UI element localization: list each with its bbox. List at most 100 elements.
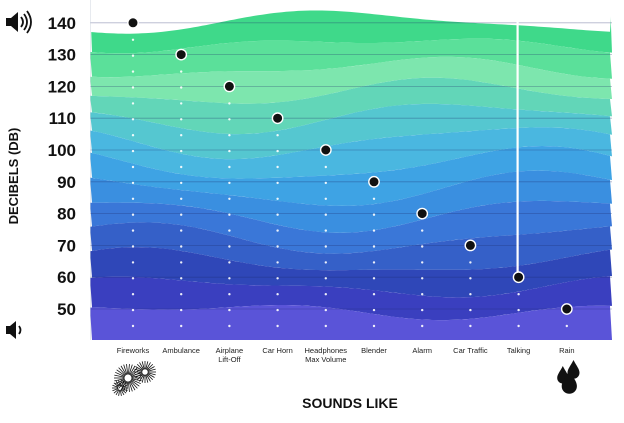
column-dot	[228, 324, 231, 328]
column-dot	[180, 308, 183, 312]
column-dot	[276, 293, 279, 296]
column-dot	[324, 308, 327, 312]
fireworks-ray	[113, 388, 119, 394]
fireworks-ray	[135, 366, 143, 371]
column-dot	[421, 245, 424, 248]
column-dot	[180, 197, 183, 200]
fireworks-ray	[115, 371, 125, 377]
fireworks-ray	[121, 388, 127, 394]
y-tick-label: 70	[57, 236, 76, 255]
column-dot	[131, 102, 135, 105]
column-dot	[131, 86, 135, 89]
fireworks-ray	[120, 380, 127, 391]
column-dot	[372, 197, 376, 200]
fireworks-ray	[118, 367, 126, 376]
column-dot	[180, 134, 183, 137]
column-dot	[180, 245, 183, 248]
data-point	[127, 16, 139, 29]
wave-band	[90, 276, 612, 321]
column-dot	[324, 181, 327, 185]
fireworks-ray	[118, 380, 121, 387]
column-dot	[469, 308, 472, 312]
fireworks-ray	[145, 361, 149, 370]
fireworks-ray	[135, 373, 143, 378]
column-dot	[565, 324, 568, 328]
column-dot	[228, 197, 231, 200]
column-dot	[228, 165, 231, 169]
fireworks-ray	[127, 381, 130, 392]
column-dot	[131, 118, 135, 121]
fireworks-ray	[136, 373, 144, 381]
x-category-label: Rain	[559, 346, 574, 355]
wave-band	[90, 103, 612, 160]
column-dot	[421, 229, 424, 232]
column-dot	[372, 324, 376, 328]
column-dot	[276, 277, 279, 280]
fireworks-ray	[121, 384, 128, 388]
column-dot	[131, 70, 135, 73]
wave-band	[90, 146, 612, 206]
fireworks-ray	[136, 363, 144, 371]
column-dot	[276, 134, 279, 137]
data-point	[416, 207, 429, 220]
fireworks-ray	[121, 388, 128, 392]
speaker-quiet-icon	[6, 321, 22, 339]
x-category-label: Ambulance	[162, 346, 200, 355]
y-axis-label: DECIBELS (DB)	[6, 128, 21, 225]
fireworks-ray	[131, 374, 142, 378]
wave-band	[90, 56, 612, 104]
fireworks-ray	[113, 382, 119, 388]
y-tick-label: 60	[57, 268, 76, 287]
fireworks-ray	[147, 372, 156, 376]
column-dot	[324, 293, 327, 296]
column-dot	[469, 324, 472, 328]
fireworks-ray	[130, 367, 138, 376]
column-dot	[324, 229, 327, 232]
column-dot	[421, 308, 424, 312]
fireworks-ray	[146, 362, 151, 370]
fireworks-ray	[115, 380, 120, 387]
category-dot-columns	[131, 38, 568, 328]
wave-band	[90, 305, 612, 340]
fireworks-ray	[146, 373, 154, 381]
y-axis-ticks: 50 60 70 80 90 100 110 120 130 140	[48, 14, 76, 319]
column-dot	[228, 102, 231, 105]
fireworks-ray	[120, 380, 125, 387]
y-tick-label: 140	[48, 14, 76, 33]
fireworks-ray	[118, 389, 121, 396]
column-dot	[228, 149, 231, 153]
column-dot	[421, 324, 424, 328]
column-dot	[517, 308, 520, 312]
fireworks-ray	[114, 378, 125, 382]
fireworks-ray	[114, 374, 125, 378]
x-category-label: Talking	[507, 346, 530, 355]
data-point	[223, 80, 236, 93]
wave-band	[90, 38, 612, 79]
fireworks-ray	[121, 382, 127, 388]
column-dot	[228, 245, 231, 248]
column-dot	[469, 261, 472, 264]
column-dot	[276, 229, 279, 232]
fireworks-ray	[139, 362, 144, 370]
wave-bands	[90, 0, 612, 340]
fireworks-ray	[119, 380, 122, 387]
fireworks-ray	[141, 374, 145, 383]
column-dot	[131, 324, 135, 328]
fireworks-ray	[119, 389, 122, 396]
x-category-label: Car Traffic	[453, 346, 488, 355]
column-dot	[276, 324, 279, 328]
data-point	[368, 175, 380, 188]
fireworks-ray	[147, 366, 155, 371]
fireworks-ray	[128, 381, 133, 392]
column-dot	[180, 277, 183, 280]
column-dot	[131, 229, 135, 232]
fireworks-ray	[146, 363, 154, 371]
column-dot	[228, 308, 231, 312]
fireworks-ray	[115, 389, 120, 396]
wave-top-background	[90, 0, 612, 34]
fireworks-ray	[120, 365, 127, 376]
fireworks-ray	[147, 368, 156, 372]
column-dot	[324, 324, 327, 328]
speaker-loud-icon	[6, 10, 32, 34]
